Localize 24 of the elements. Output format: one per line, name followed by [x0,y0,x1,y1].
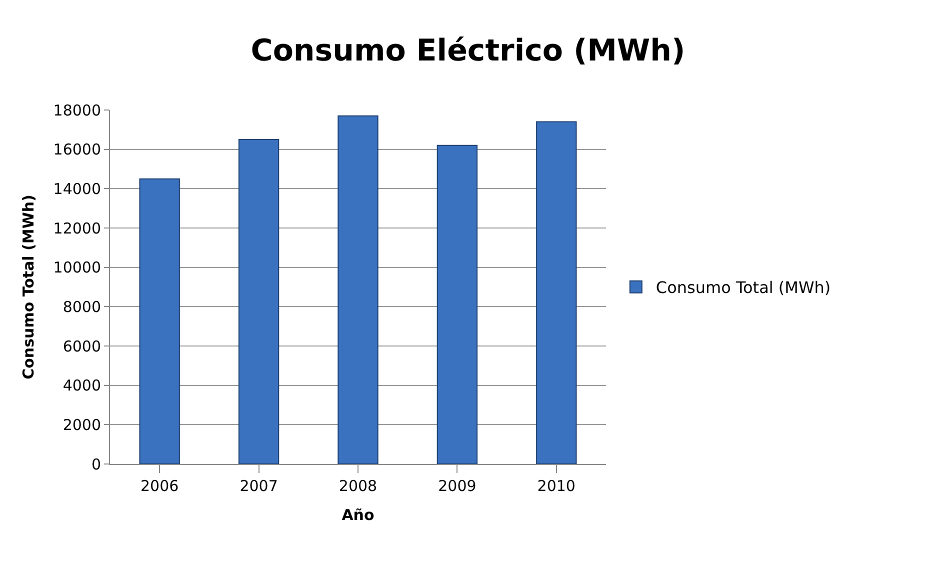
x-tick-label: 2009 [438,477,476,495]
y-axis-title: Consumo Total (MWh) [20,194,38,380]
bar [238,139,280,464]
y-tick-label: 6000 [62,337,101,356]
y-tick-label: 14000 [53,180,101,198]
bar [338,115,378,464]
y-tick-label: 2000 [62,416,101,434]
y-tick-label: 4000 [62,376,101,395]
x-tick-label: 2010 [537,477,576,495]
x-tick-label: 2007 [240,477,278,495]
legend-label: Consumo Total (MWh) [656,278,831,298]
bar [139,178,180,464]
x-tick-label: 2008 [338,477,378,495]
y-tick-label: 10000 [53,258,101,277]
y-tick-label: 0 [91,455,101,474]
x-axis-title: Año [342,506,374,524]
y-tick-label: 8000 [62,298,101,316]
y-tick-label: 16000 [53,140,101,159]
y-tick-label: 12000 [53,219,101,238]
x-tick-label: 2006 [140,477,179,495]
bar [536,121,577,464]
bar [436,144,478,464]
y-tick-label: 18000 [53,101,101,120]
chart-title: Consumo Eléctrico (MWh) [250,33,686,68]
